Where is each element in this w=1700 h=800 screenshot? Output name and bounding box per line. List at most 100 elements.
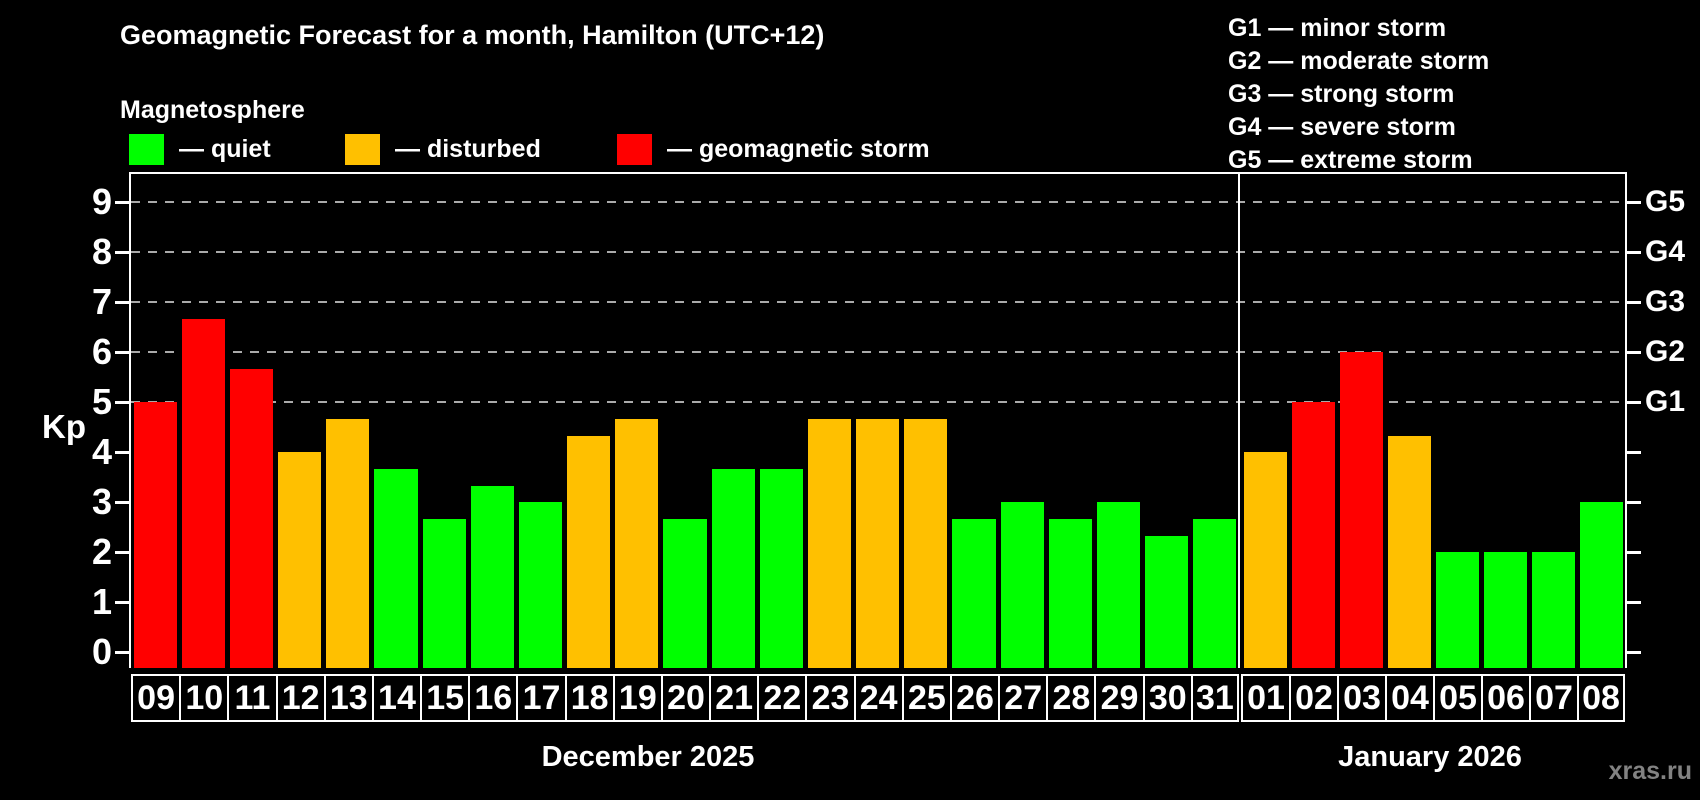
gridline — [131, 201, 1625, 203]
right-axis-tick — [1627, 351, 1641, 354]
kp-bar — [807, 418, 852, 668]
right-axis-tick — [1627, 501, 1641, 504]
g2-legend-line: G2 — moderate storm — [1228, 47, 1490, 75]
y-axis-tick — [115, 551, 129, 554]
kp-bar — [374, 468, 418, 668]
kp-bar — [904, 418, 948, 668]
kp-bar — [518, 502, 563, 668]
day-label-box: 25 — [901, 674, 950, 722]
day-label-box: 08 — [1577, 674, 1625, 722]
g-level-label: G3 — [1645, 285, 1686, 318]
gridline — [131, 401, 1625, 403]
kp-bar — [1291, 402, 1335, 668]
day-label-box: 01 — [1241, 674, 1289, 722]
day-label-box: 11 — [227, 674, 276, 722]
day-label-box: 06 — [1481, 674, 1529, 722]
g3-legend-line: G3 — strong storm — [1228, 80, 1455, 108]
legend-item-quiet: — quiet — [129, 133, 271, 165]
kp-bar — [1096, 502, 1141, 668]
day-label-box: 29 — [1094, 674, 1143, 722]
day-label-box: 13 — [323, 674, 372, 722]
y-tick-label: 2 — [91, 531, 112, 572]
kp-bar — [1579, 502, 1623, 668]
day-label-box: 19 — [612, 674, 661, 722]
y-axis-tick — [115, 651, 129, 654]
day-label-box: 24 — [853, 674, 902, 722]
g-level-label: G5 — [1645, 185, 1686, 218]
day-label-box: 05 — [1433, 674, 1481, 722]
right-axis-tick — [1627, 201, 1641, 204]
quiet-color-swatch — [129, 133, 164, 165]
gridline — [131, 251, 1625, 253]
kp-bar — [711, 468, 755, 668]
legend-item-disturbed: — disturbed — [345, 133, 541, 165]
y-tick-label: 5 — [91, 381, 112, 422]
y-axis-tick — [115, 301, 129, 304]
kp-bar — [422, 518, 466, 668]
day-label-box: 18 — [564, 674, 613, 722]
kp-bar — [1048, 518, 1092, 668]
watermark: xras.ru — [1608, 757, 1692, 785]
y-tick-label: 4 — [91, 431, 112, 472]
day-label-box: 31 — [1190, 674, 1239, 722]
kp-bar — [1387, 435, 1431, 668]
day-label-box: 04 — [1385, 674, 1433, 722]
kp-bar — [1000, 502, 1044, 668]
legend-label-storm: — geomagnetic storm — [667, 134, 930, 163]
y-axis-tick — [115, 501, 129, 504]
right-axis-tick — [1627, 551, 1641, 554]
day-label-box: 12 — [275, 674, 324, 722]
right-axis-tick — [1627, 251, 1641, 254]
kp-bar — [181, 318, 225, 668]
kp-bar — [1531, 552, 1575, 668]
gridline — [131, 351, 1625, 353]
day-label-box: 22 — [757, 674, 806, 722]
legend-item-storm: — geomagnetic storm — [617, 133, 930, 165]
y-axis-tick — [115, 451, 129, 454]
day-label-box: 15 — [420, 674, 469, 722]
g4-legend-line: G4 — severe storm — [1228, 113, 1456, 141]
day-label-box: 16 — [468, 674, 517, 722]
month-label-january: January 2026 — [1338, 741, 1522, 773]
disturbed-color-swatch — [345, 133, 380, 165]
g-level-label: G4 — [1645, 235, 1686, 268]
kp-bar — [759, 468, 803, 668]
kp-bar — [1483, 552, 1527, 668]
kp-bar — [1193, 518, 1237, 668]
kp-bar — [952, 518, 996, 668]
right-axis-tick — [1627, 651, 1641, 654]
kp-bar — [615, 418, 659, 668]
month-separator — [1238, 174, 1240, 668]
kp-bar — [1243, 452, 1287, 668]
kp-bar — [663, 518, 707, 668]
day-label-box: 02 — [1289, 674, 1337, 722]
g-scale-legend: G1 — minor storm G2 — moderate storm G3 … — [1228, 12, 1489, 177]
page-title: Geomagnetic Forecast for a month, Hamilt… — [120, 20, 825, 50]
chart-subtitle: Magnetosphere — [120, 96, 305, 124]
legend-label-disturbed: — disturbed — [395, 134, 541, 163]
day-label-box: 09 — [131, 674, 180, 722]
day-label-box: 14 — [371, 674, 421, 722]
y-tick-label: 3 — [91, 481, 112, 522]
day-label-box: 21 — [709, 674, 758, 722]
day-label-box: 07 — [1529, 674, 1577, 722]
y-axis-tick — [115, 401, 129, 404]
kp-bar — [856, 418, 900, 668]
kp-bar — [1145, 535, 1189, 668]
month-label-december: December 2025 — [541, 741, 755, 773]
day-label-box: 23 — [805, 674, 854, 722]
y-axis-tick — [115, 251, 129, 254]
gridline — [131, 301, 1625, 303]
g-level-label: G2 — [1645, 335, 1686, 368]
plot-frame — [129, 172, 1627, 668]
storm-color-swatch — [617, 133, 652, 165]
y-tick-label: 8 — [91, 231, 112, 272]
g5-legend-line: G5 — extreme storm — [1228, 146, 1473, 174]
y-tick-label: 7 — [91, 281, 112, 322]
kp-bar — [1339, 352, 1383, 668]
y-tick-label: 1 — [91, 581, 112, 622]
day-label-box: 27 — [998, 674, 1047, 722]
kp-bar — [470, 485, 514, 668]
day-label-box: 10 — [179, 674, 228, 722]
day-label-box: 20 — [660, 674, 710, 722]
